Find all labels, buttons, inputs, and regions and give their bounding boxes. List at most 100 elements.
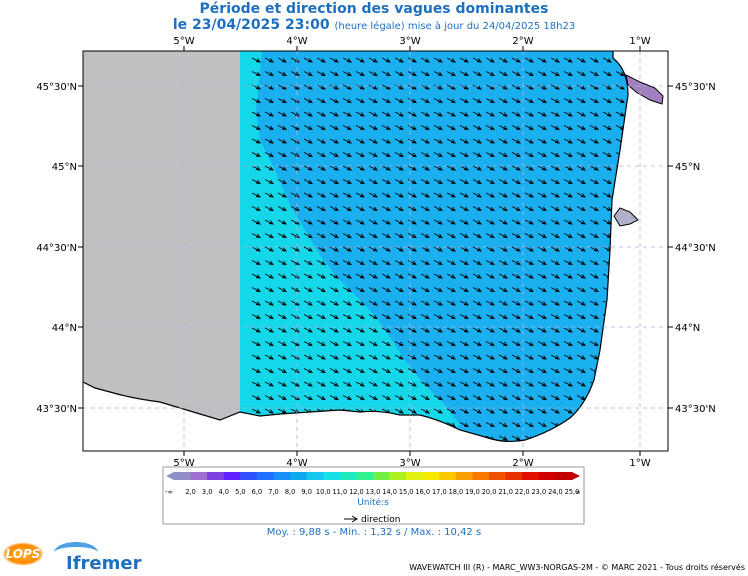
color-scale-tick-label: 6,0 — [252, 488, 263, 496]
direction-arrow — [537, 98, 547, 104]
direction-arrow — [446, 111, 456, 117]
direction-arrow — [264, 233, 274, 239]
direction-arrow — [329, 71, 339, 77]
direction-arrow — [433, 368, 443, 374]
direction-arrow — [550, 111, 560, 117]
direction-arrow — [524, 381, 534, 387]
direction-arrow — [459, 152, 469, 158]
direction-arrow — [342, 179, 352, 185]
direction-arrow — [563, 327, 573, 333]
direction-arrow — [316, 98, 326, 104]
direction-arrow — [381, 327, 391, 333]
direction-arrow — [264, 408, 274, 414]
direction-arrow — [277, 287, 287, 293]
direction-arrow — [303, 246, 313, 252]
direction-arrow — [537, 408, 547, 414]
direction-arrow — [368, 165, 378, 171]
direction-arrow — [381, 206, 391, 212]
direction-arrow — [342, 287, 352, 293]
direction-arrow — [355, 273, 365, 279]
direction-arrow — [394, 287, 404, 293]
direction-arrow — [433, 219, 443, 225]
direction-arrow — [251, 300, 261, 306]
direction-arrow — [303, 354, 313, 360]
direction-arrow — [498, 395, 508, 401]
direction-arrow — [524, 300, 534, 306]
direction-arrow — [420, 341, 430, 347]
color-scale-tick-label: 13,0 — [366, 488, 381, 496]
direction-arrow — [264, 111, 274, 117]
direction-arrow — [277, 152, 287, 158]
direction-arrow — [394, 138, 404, 144]
direction-arrow — [446, 260, 456, 266]
direction-arrow — [446, 368, 456, 374]
direction-arrow — [251, 408, 261, 414]
direction-arrow — [537, 368, 547, 374]
direction-arrow — [550, 165, 560, 171]
direction-arrow — [459, 165, 469, 171]
direction-arrow — [290, 125, 300, 131]
direction-arrow — [589, 192, 599, 198]
map-date: le 23/04/2025 23:00 — [172, 17, 330, 33]
direction-arrow — [524, 179, 534, 185]
lon-label-top: 2°W — [512, 36, 533, 47]
direction-arrow — [485, 408, 495, 414]
direction-arrow — [342, 273, 352, 279]
direction-arrow — [420, 192, 430, 198]
direction-arrow — [303, 111, 313, 117]
direction-arrow — [524, 206, 534, 212]
direction-arrow — [342, 314, 352, 320]
direction-arrow — [407, 206, 417, 212]
direction-arrow — [498, 260, 508, 266]
direction-arrow — [316, 314, 326, 320]
color-scale-tick-label: ∞ — [575, 488, 581, 496]
direction-arrow — [277, 327, 287, 333]
direction-arrow — [524, 408, 534, 414]
direction-arrow — [524, 233, 534, 239]
direction-arrow — [303, 125, 313, 131]
map-date-line: le 23/04/2025 23:00 (heure légale) mise … — [0, 17, 748, 33]
color-scale-tick-label: 23,0 — [531, 488, 546, 496]
direction-arrow — [420, 138, 430, 144]
direction-arrow — [446, 233, 456, 239]
color-scale-tick-label: 15,0 — [399, 488, 414, 496]
direction-arrow — [342, 71, 352, 77]
direction-arrow — [589, 125, 599, 131]
color-scale-tick-label: 22,0 — [515, 488, 530, 496]
ifremer-wave-icon — [54, 542, 98, 563]
direction-arrow — [420, 219, 430, 225]
direction-arrow — [485, 84, 495, 90]
direction-arrow — [277, 165, 287, 171]
direction-arrow — [511, 354, 521, 360]
direction-arrow — [589, 111, 599, 117]
direction-arrow — [277, 381, 287, 387]
direction-arrow — [446, 395, 456, 401]
direction-arrow — [511, 246, 521, 252]
direction-arrow — [290, 111, 300, 117]
direction-arrow — [498, 314, 508, 320]
direction-arrow — [277, 354, 287, 360]
lon-label-top: 3°W — [399, 36, 420, 47]
direction-arrow — [602, 138, 612, 144]
direction-arrow — [329, 165, 339, 171]
direction-arrow — [550, 233, 560, 239]
direction-arrow — [368, 233, 378, 239]
logo-area: LOPS Ifremer — [2, 540, 152, 576]
direction-arrow — [342, 138, 352, 144]
direction-arrow — [277, 125, 287, 131]
direction-arrow — [498, 408, 508, 414]
direction-arrow — [524, 395, 534, 401]
direction-arrow — [303, 84, 313, 90]
legend-units: Unité:s — [357, 497, 389, 508]
direction-arrow — [368, 381, 378, 387]
direction-arrow — [550, 300, 560, 306]
direction-arrow — [355, 341, 365, 347]
direction-arrow — [264, 98, 274, 104]
direction-arrow — [589, 327, 599, 333]
direction-arrow — [576, 219, 586, 225]
direction-arrow — [368, 206, 378, 212]
direction-arrow — [524, 314, 534, 320]
direction-arrow — [264, 165, 274, 171]
direction-arrow — [498, 435, 508, 441]
